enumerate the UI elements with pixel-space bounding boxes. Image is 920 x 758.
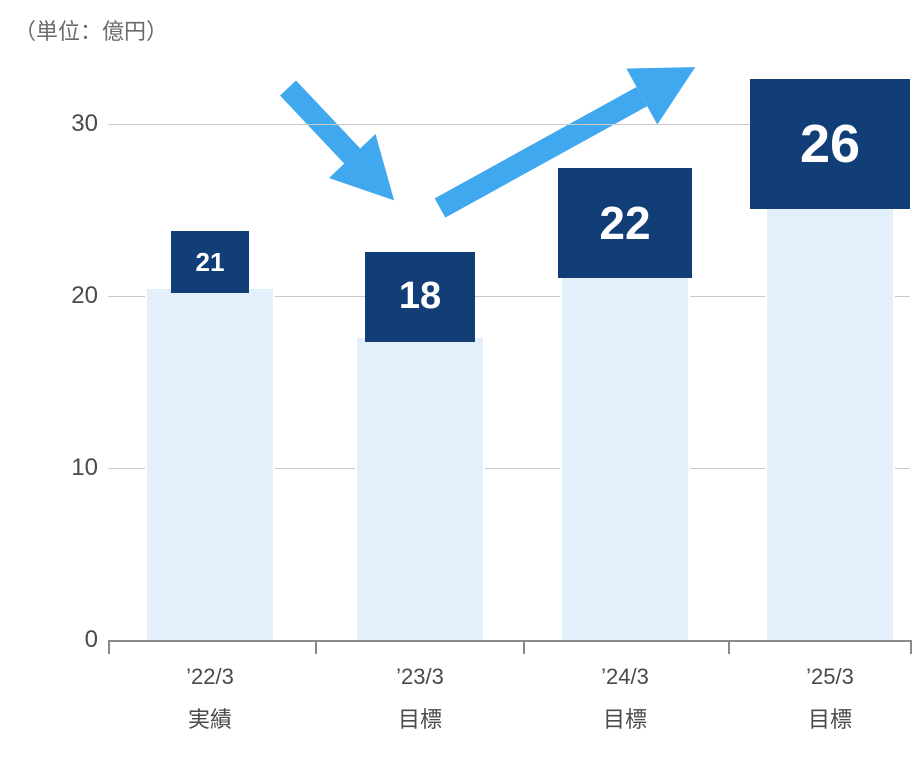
y-tick-label: 0 xyxy=(38,626,98,654)
x-category-period: ’22/3 xyxy=(130,664,290,690)
x-category-period: ’24/3 xyxy=(545,664,705,690)
x-tick xyxy=(910,640,912,654)
y-tick-label: 10 xyxy=(38,454,98,482)
x-tick xyxy=(108,640,110,654)
x-category-period: ’23/3 xyxy=(340,664,500,690)
bar xyxy=(560,272,690,640)
x-tick xyxy=(728,640,730,654)
bar xyxy=(145,287,275,640)
value-label-box: 22 xyxy=(558,168,692,278)
x-category-type: 目標 xyxy=(545,702,705,734)
bar-chart: （単位：億円） 0 10 20 30 21 ’22/3 実績 18 ’23/3 目標 22 ’24/3… xyxy=(0,0,920,758)
x-category-type: 目標 xyxy=(750,702,910,734)
y-tick-label: 30 xyxy=(38,110,98,138)
x-axis-baseline xyxy=(108,640,910,642)
value-label-box: 18 xyxy=(365,252,475,342)
value-label-box: 21 xyxy=(171,231,249,293)
value-label-box: 26 xyxy=(750,79,910,209)
y-tick-label: 20 xyxy=(38,282,98,310)
x-category-type: 目標 xyxy=(340,702,500,734)
x-category-type: 実績 xyxy=(130,702,290,734)
x-tick xyxy=(523,640,525,654)
bar xyxy=(765,203,895,640)
bar xyxy=(355,336,485,640)
x-category-period: ’25/3 xyxy=(750,664,910,690)
unit-label: （単位：億円） xyxy=(14,14,168,46)
x-tick xyxy=(315,640,317,654)
